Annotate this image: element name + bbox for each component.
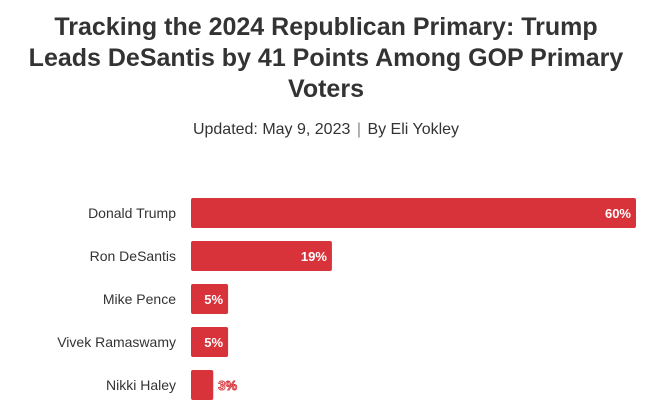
category-label-ron-desantis: Ron DeSantis [90, 248, 176, 264]
bar-nikki-haley [191, 370, 214, 400]
bar-mike-pence [191, 284, 229, 314]
value-label-vivek-ramaswamy: 5% [204, 335, 223, 350]
value-label-nikki-haley: 3% [218, 378, 237, 393]
value-label-ron-desantis: 19% [301, 249, 327, 264]
byline: By Eli Yokley [367, 121, 460, 138]
bar-vivek-ramaswamy [191, 327, 229, 357]
bar-ron-desantis [191, 241, 332, 271]
category-label-nikki-haley: Nikki Haley [106, 377, 176, 393]
chart-subtitle: Updated: May 9, 2023 | By Eli Yokley [0, 121, 652, 139]
value-label-donald-trump: 60% [605, 206, 631, 221]
category-label-vivek-ramaswamy: Vivek Ramaswamy [57, 334, 176, 350]
category-label-donald-trump: Donald Trump [88, 205, 176, 221]
category-label-mike-pence: Mike Pence [103, 291, 176, 307]
updated-date: Updated: May 9, 2023 [192, 121, 351, 138]
bar-chart: Donald Trump 60% Ron DeSantis 19% Mike Pence… [57, 198, 636, 400]
byline-separator: | [356, 121, 361, 138]
value-label-mike-pence: 5% [204, 292, 223, 307]
chart-title: Tracking the 2024 Republican Primary: Tr… [28, 13, 624, 103]
bar-donald-trump [191, 198, 636, 228]
